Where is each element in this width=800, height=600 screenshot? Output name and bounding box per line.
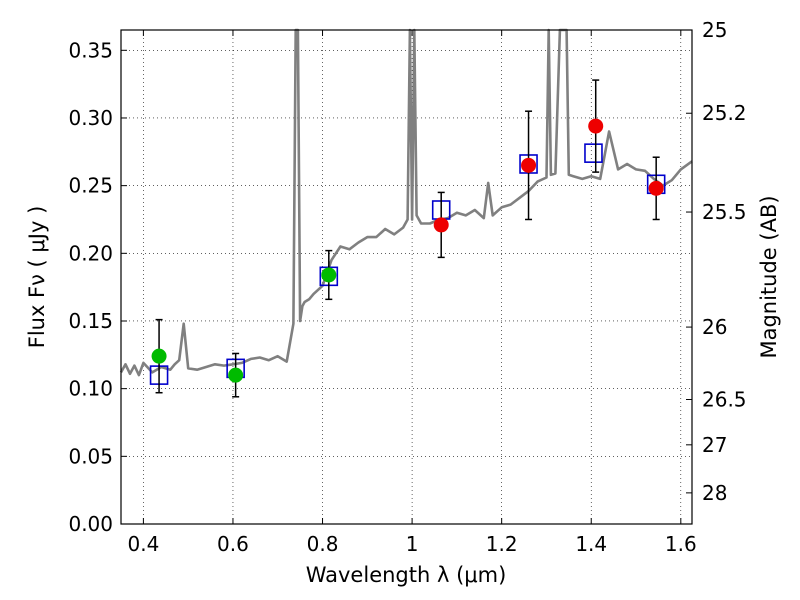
model-spectrum [119, 28, 693, 377]
data-point [521, 157, 537, 173]
x-axis-label: Wavelength λ (μm) [306, 563, 507, 587]
plot-frame [120, 29, 693, 525]
y-tick-label: 0.25 [68, 174, 113, 198]
x-tick-label: 1 [406, 532, 419, 556]
right-axis-tick-label: 25.5 [702, 200, 747, 224]
axes: 0.4 0.6 0.8 1 1.2 1.4 1.6 0.00 0.05 0.10 0.15 0.20 0… [68, 18, 746, 556]
right-axis-label: Magnitude (AB) [757, 195, 781, 358]
right-axis-tick-label: 26.5 [702, 387, 747, 411]
data-point [648, 180, 664, 196]
data-point [321, 267, 337, 283]
model-spectrum-line [119, 28, 693, 377]
y-tick-label: 0.30 [68, 106, 113, 130]
data-point [151, 348, 167, 364]
model-flux-square [584, 143, 603, 163]
x-tick-label: 1.2 [486, 532, 518, 556]
x-tick-label: 1.4 [575, 532, 607, 556]
y-tick-label: 0.20 [68, 241, 113, 265]
y-tick-label: 0.00 [68, 512, 113, 536]
x-tick-label: 0.6 [217, 532, 249, 556]
y-tick-label: 0.05 [68, 444, 113, 468]
right-axis-tick-label: 27 [702, 433, 727, 457]
data-point [588, 118, 604, 134]
right-axis-tick-label: 26 [702, 315, 727, 339]
x-tick-label: 0.8 [307, 532, 339, 556]
y-tick-label: 0.10 [68, 377, 113, 401]
data-point [228, 367, 244, 383]
y-tick-label: 0.15 [68, 309, 113, 333]
x-tick-label: 0.4 [127, 532, 159, 556]
right-axis-tick-label: 28 [702, 481, 727, 505]
data-markers [149, 79, 666, 398]
right-axis-tick-label: 25 [702, 18, 727, 42]
data-point [433, 217, 449, 233]
y-tick-label: 0.35 [68, 38, 113, 62]
x-tick-label: 1.6 [665, 532, 697, 556]
y-axis-label: Flux Fν ( μJy ) [25, 206, 49, 349]
right-axis-tick-label: 25.2 [702, 101, 747, 125]
